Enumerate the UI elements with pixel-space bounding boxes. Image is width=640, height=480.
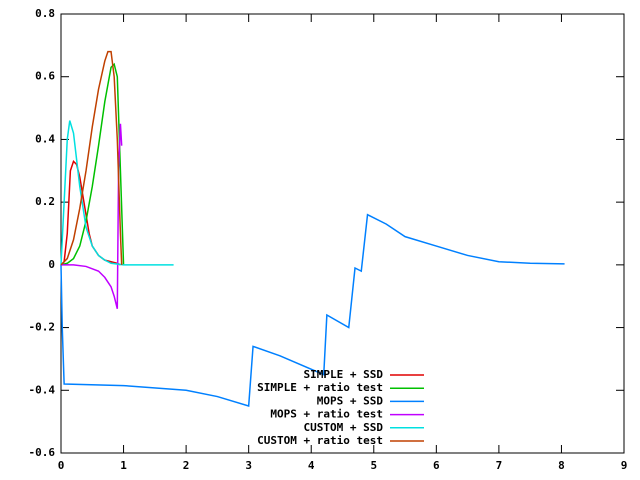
legend-label: CUSTOM + ratio test (257, 434, 383, 447)
y-tick-label: -0.4 (29, 383, 56, 396)
legend-label: SIMPLE + ratio test (257, 381, 383, 394)
series-line (61, 123, 123, 309)
y-tick-label: -0.2 (29, 321, 56, 334)
y-tick-label: 0.8 (35, 7, 55, 20)
x-tick-label: 4 (308, 459, 315, 472)
x-tick-label: 8 (558, 459, 565, 472)
legend-label: MOPS + SSD (317, 394, 384, 407)
x-tick-label: 3 (245, 459, 252, 472)
x-tick-label: 5 (370, 459, 377, 472)
series-line (60, 62, 125, 266)
legend-label: CUSTOM + SSD (304, 421, 384, 434)
y-tick-label: 0.2 (35, 195, 55, 208)
legend-label: MOPS + ratio test (270, 408, 383, 421)
x-tick-label: 1 (120, 459, 127, 472)
y-tick-label: -0.6 (29, 446, 56, 459)
x-tick-label: 0 (58, 459, 65, 472)
x-tick-label: 7 (496, 459, 503, 472)
y-tick-label: 0.6 (35, 70, 55, 83)
y-tick-label: 0.4 (35, 132, 55, 145)
series-line (60, 50, 123, 266)
plot-border (60, 13, 625, 454)
x-tick-label: 9 (621, 459, 628, 472)
y-tick-label: 0 (48, 258, 55, 271)
legend-label: SIMPLE + SSD (304, 368, 384, 381)
x-tick-label: 2 (183, 459, 190, 472)
series-line (60, 213, 565, 407)
x-tick-label: 6 (433, 459, 440, 472)
